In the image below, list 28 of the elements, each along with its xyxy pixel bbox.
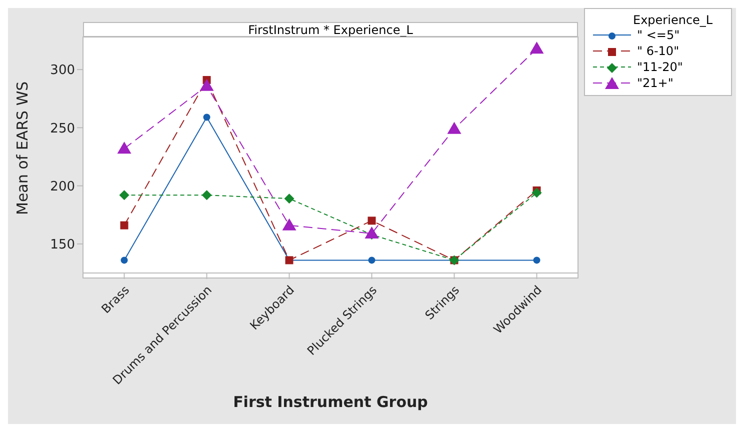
point <box>202 190 212 200</box>
legend-label: " <=5" <box>637 28 680 42</box>
point <box>368 216 376 225</box>
point <box>119 190 130 200</box>
y-tick-label: 250 <box>50 121 75 136</box>
point <box>120 221 128 230</box>
point <box>364 226 379 238</box>
point <box>282 218 296 230</box>
point <box>117 142 132 154</box>
x-axis-title: First Instrument Group <box>233 393 428 411</box>
y-tick-label: 300 <box>50 63 75 78</box>
point <box>368 256 376 264</box>
point <box>532 188 542 198</box>
legend-label: " 6-10" <box>637 44 680 58</box>
legend-label: "11-20" <box>637 60 683 74</box>
legend-title: Experience_L <box>632 13 714 27</box>
point <box>447 122 462 134</box>
point <box>284 194 294 204</box>
chart-title: FirstInstrum * Experience_L <box>83 22 578 37</box>
point <box>200 78 214 91</box>
y-tick-label: 200 <box>50 179 75 194</box>
point <box>120 256 128 264</box>
point <box>203 114 210 121</box>
legend-label: "21+" <box>637 76 674 90</box>
point <box>530 42 544 54</box>
y-axis-title: Mean of EARS WS <box>13 81 32 215</box>
point <box>533 256 540 264</box>
y-tick-label: 150 <box>50 238 75 253</box>
